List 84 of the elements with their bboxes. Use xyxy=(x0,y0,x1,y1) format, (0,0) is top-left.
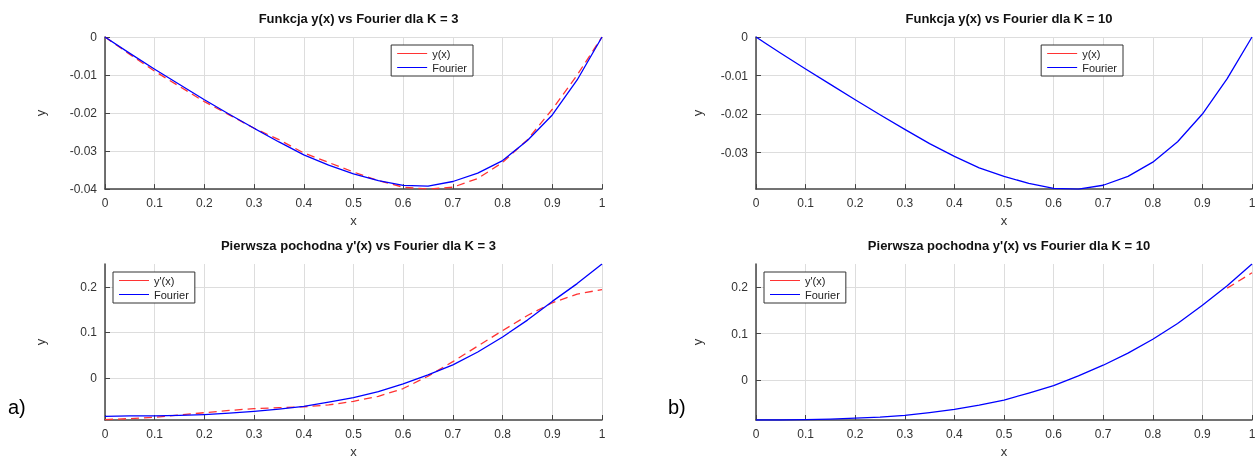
y-tick-label: -0.04 xyxy=(69,182,98,197)
x-tick-label: 0.6 xyxy=(394,196,412,211)
x-tick-label: 0 xyxy=(101,196,109,211)
chart-title: Pierwsza pochodna y'(x) vs Fourier dla K = 3 xyxy=(220,238,497,253)
x-tick-label: 1 xyxy=(1248,427,1256,441)
x-tick-label: 0.4 xyxy=(946,427,964,441)
x-tick-label: 0.5 xyxy=(345,427,363,441)
text: a) xyxy=(8,396,26,418)
x-tick-label: 0.2 xyxy=(846,427,864,441)
x-tick-label: 0.2 xyxy=(196,427,214,441)
legend-label: y'(x) xyxy=(154,274,175,287)
x-tick-label: 0.3 xyxy=(245,196,263,211)
legend-label: y'(x) xyxy=(805,274,826,287)
y-tick-label: 0.2 xyxy=(731,280,749,295)
legend-label: Fourier xyxy=(805,288,841,301)
x-tick-label: 0.9 xyxy=(543,427,561,441)
x-tick-label: 0.4 xyxy=(946,196,964,211)
x-tick-label: 0.1 xyxy=(797,196,815,211)
x-tick-label: 0.4 xyxy=(295,196,313,211)
y-axis-title: y xyxy=(33,109,48,117)
y-tick-label: 0 xyxy=(741,373,749,388)
chart-title: Funkcja y(x) vs Fourier dla K = 10 xyxy=(905,11,1113,26)
y-tick-label: -0.03 xyxy=(69,144,98,159)
x-tick-label: 0.8 xyxy=(1144,196,1162,211)
x-tick-label: 0.9 xyxy=(1194,427,1212,441)
text: b) xyxy=(668,396,686,418)
x-tick-label: 0.5 xyxy=(995,196,1013,211)
x-axis-title: x xyxy=(1000,443,1008,459)
y-tick-label: 0.2 xyxy=(80,279,98,294)
x-tick-label: 0 xyxy=(752,196,760,211)
x-tick-label: 1 xyxy=(598,427,606,441)
y-axis-title: y xyxy=(33,338,48,346)
y-tick-label: 0.1 xyxy=(80,325,98,340)
legend-label: Fourier xyxy=(154,288,190,301)
x-axis-title: x xyxy=(350,443,358,459)
x-tick-label: 0.7 xyxy=(444,196,462,211)
x-tick-label: 0.7 xyxy=(1094,196,1112,211)
x-axis-title: x xyxy=(1000,213,1008,228)
x-tick-label: 1 xyxy=(1248,196,1256,211)
y-tick-label: -0.03 xyxy=(720,145,749,160)
y-tick-label: 0.1 xyxy=(731,326,749,341)
x-tick-label: 0.9 xyxy=(543,196,561,211)
legend-label: y(x) xyxy=(432,47,451,60)
chart-title: Pierwsza pochodna y'(x) vs Fourier dla K = 10 xyxy=(867,238,1151,253)
x-tick-label: 0.6 xyxy=(1045,427,1063,441)
x-tick-label: 0.7 xyxy=(444,427,462,441)
x-tick-label: 0.2 xyxy=(846,196,864,211)
x-tick-label: 0 xyxy=(101,427,109,441)
y-axis-title: y xyxy=(690,338,705,346)
x-tick-label: 0.1 xyxy=(146,427,164,441)
x-tick-label: 0.7 xyxy=(1094,427,1112,441)
y-tick-label: 0 xyxy=(741,30,749,44)
x-axis-title: x xyxy=(350,213,358,228)
x-tick-label: 0.6 xyxy=(394,427,412,441)
legend-label: Fourier xyxy=(1082,61,1118,74)
x-tick-label: 0.8 xyxy=(494,196,512,211)
x-tick-label: 1 xyxy=(598,196,606,211)
line-series xyxy=(755,263,1253,421)
x-tick-label: 0.4 xyxy=(295,427,313,441)
y-tick-label: -0.02 xyxy=(720,107,749,122)
x-tick-label: 0.3 xyxy=(896,196,914,211)
y-tick-label: -0.02 xyxy=(69,106,98,121)
y-tick-label: 0 xyxy=(90,371,98,386)
legend-label: Fourier xyxy=(432,61,468,74)
chart-title: Funkcja y(x) vs Fourier dla K = 3 xyxy=(258,11,459,26)
y-tick-label: -0.01 xyxy=(720,68,749,83)
legend-label: y(x) xyxy=(1082,47,1101,60)
x-tick-label: 0.1 xyxy=(146,196,164,211)
y-axis-title: y xyxy=(690,109,705,117)
line-series xyxy=(104,263,603,417)
x-tick-label: 0.3 xyxy=(245,427,263,441)
x-tick-label: 0.2 xyxy=(196,196,214,211)
y-tick-label: 0 xyxy=(90,30,98,44)
x-tick-label: 0.5 xyxy=(995,427,1013,441)
y-tick-label: -0.01 xyxy=(69,68,98,83)
x-tick-label: 0.5 xyxy=(345,196,363,211)
x-tick-label: 0.3 xyxy=(896,427,914,441)
x-tick-label: 0.8 xyxy=(1144,427,1162,441)
x-tick-label: 0.1 xyxy=(797,427,815,441)
x-tick-label: 0.6 xyxy=(1045,196,1063,211)
line-series xyxy=(755,36,1253,190)
x-tick-label: 0.8 xyxy=(494,427,512,441)
x-tick-label: 0 xyxy=(752,427,760,441)
x-tick-label: 0.9 xyxy=(1194,196,1212,211)
